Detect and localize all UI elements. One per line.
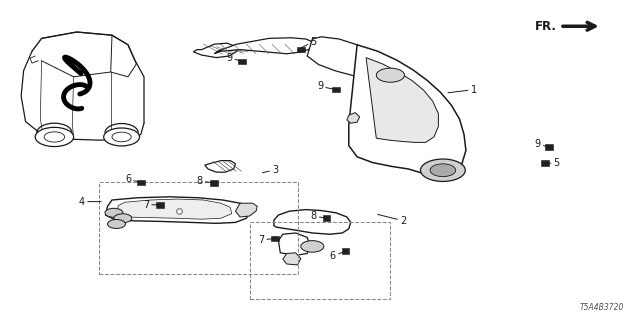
Text: 7: 7 — [143, 200, 160, 210]
Text: 8: 8 — [310, 211, 326, 221]
Polygon shape — [349, 45, 466, 179]
Text: 5: 5 — [301, 36, 317, 48]
Text: 9: 9 — [534, 139, 549, 149]
Text: 5: 5 — [545, 158, 560, 168]
Text: T5A4B3720: T5A4B3720 — [580, 303, 624, 312]
Circle shape — [108, 220, 125, 228]
Circle shape — [420, 159, 465, 181]
Circle shape — [112, 132, 131, 142]
Polygon shape — [214, 38, 314, 54]
Text: FR.: FR. — [535, 20, 557, 33]
Text: 9: 9 — [317, 81, 336, 92]
Text: 6: 6 — [125, 174, 141, 184]
Polygon shape — [236, 203, 257, 217]
Polygon shape — [366, 58, 438, 142]
Bar — [99, 182, 298, 274]
Text: 6: 6 — [330, 251, 346, 261]
Text: 3: 3 — [262, 164, 278, 175]
Circle shape — [430, 164, 456, 177]
Polygon shape — [106, 197, 250, 223]
Circle shape — [44, 132, 65, 142]
Circle shape — [35, 127, 74, 147]
Text: 7: 7 — [258, 235, 275, 245]
Circle shape — [301, 241, 324, 252]
Text: 2: 2 — [378, 214, 406, 226]
Bar — [342, 248, 349, 254]
Bar — [332, 87, 340, 92]
Text: 9: 9 — [226, 52, 242, 63]
Bar — [238, 59, 246, 64]
Bar — [271, 236, 279, 241]
Circle shape — [104, 128, 140, 146]
Bar — [156, 202, 164, 208]
Bar — [250, 222, 390, 299]
Circle shape — [105, 208, 123, 217]
Text: 4: 4 — [79, 196, 101, 207]
Text: 1: 1 — [448, 84, 477, 95]
Polygon shape — [274, 210, 351, 234]
Polygon shape — [116, 199, 232, 219]
Polygon shape — [193, 43, 237, 58]
Polygon shape — [283, 253, 301, 265]
Polygon shape — [307, 37, 381, 81]
Bar — [545, 144, 553, 150]
Polygon shape — [347, 113, 360, 123]
Bar — [210, 180, 218, 186]
Bar — [137, 180, 145, 185]
Polygon shape — [205, 161, 236, 172]
Polygon shape — [278, 233, 310, 255]
Text: 8: 8 — [196, 176, 214, 186]
Bar — [541, 160, 549, 166]
Bar — [297, 47, 305, 52]
Bar — [323, 215, 330, 221]
Circle shape — [114, 214, 132, 223]
Circle shape — [376, 68, 404, 82]
